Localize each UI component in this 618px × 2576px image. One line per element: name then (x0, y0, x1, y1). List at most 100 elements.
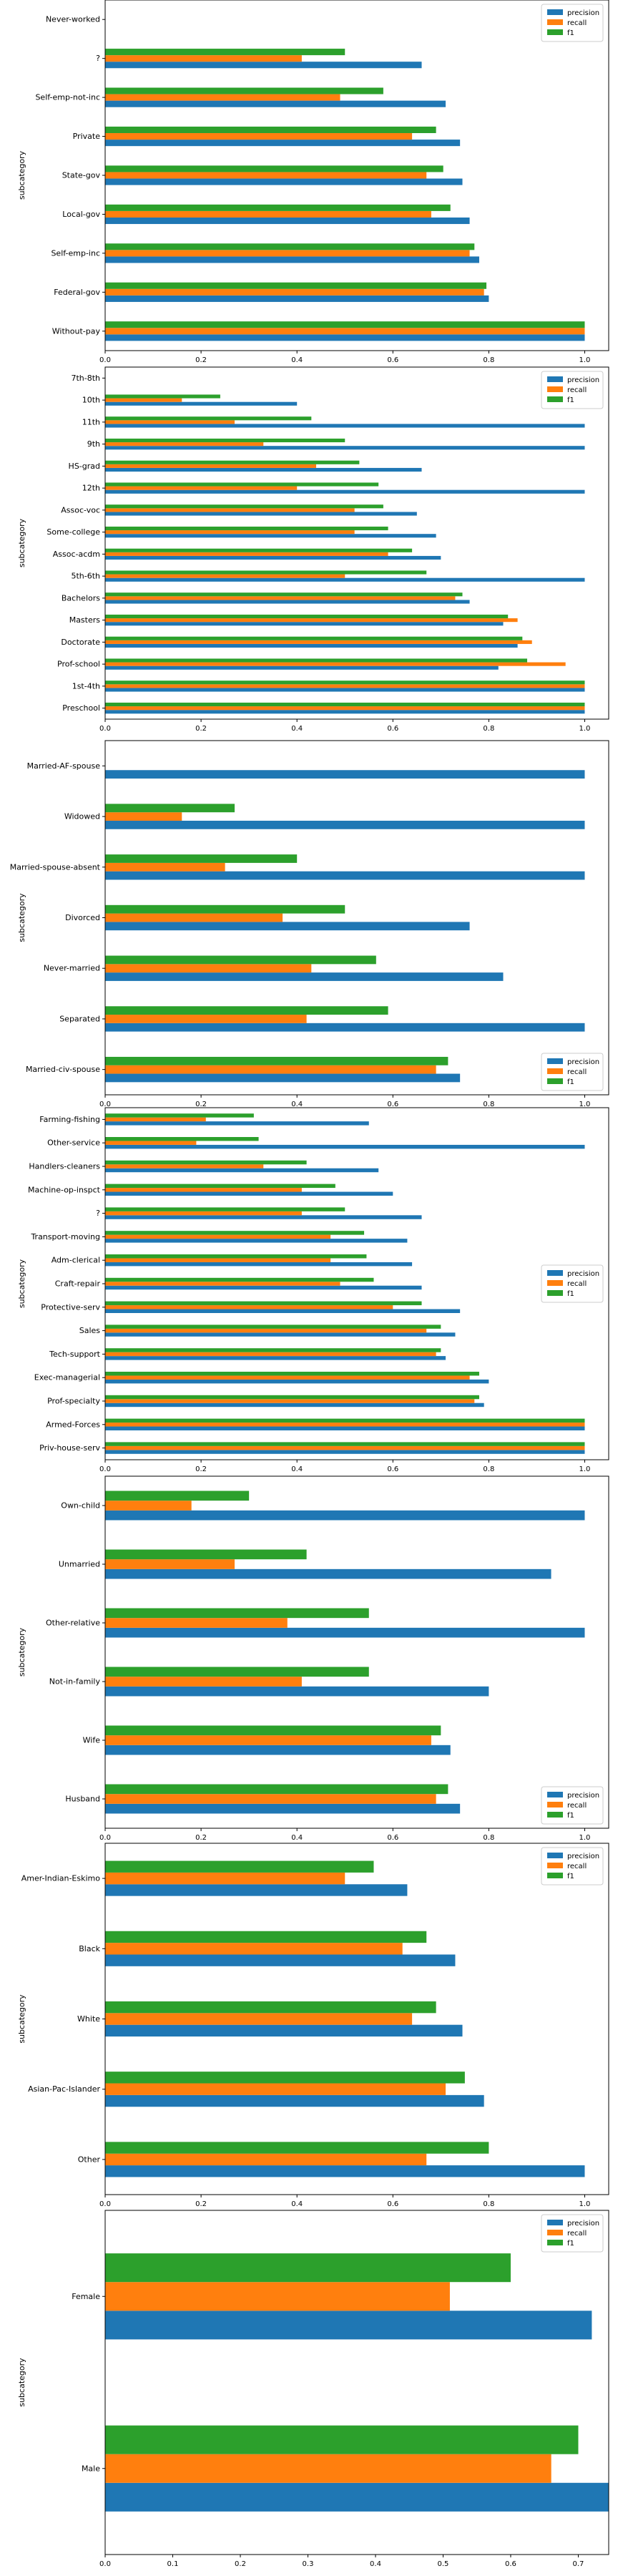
legend-label-f1: f1 (567, 1812, 574, 1820)
legend-label-precision: precision (567, 1853, 599, 1860)
bar-precision-Divorced (105, 922, 470, 931)
y-tick-label: 10th (82, 396, 100, 405)
bar-precision-Priv-house-serv (105, 1450, 585, 1454)
legend-swatch-f1 (547, 1290, 563, 1296)
x-tick-label: 0.2 (195, 1465, 207, 1473)
bar-recall-Other (105, 2153, 427, 2166)
bar-precision-Adm-clerical (105, 1262, 413, 1267)
bar-precision-Handlers-cleaners (105, 1168, 379, 1173)
legend-label-recall: recall (567, 2230, 587, 2238)
bar-f1-Preschool (105, 702, 585, 707)
legend-label-f1: f1 (567, 1290, 574, 1298)
x-tick-label: 0.4 (291, 725, 303, 733)
bar-recall-Wife (105, 1735, 431, 1745)
bar-f1-Self-emp-not-inc (105, 87, 383, 94)
x-tick-label: 0.6 (387, 725, 398, 733)
legend-label-precision: precision (567, 1792, 599, 1800)
bar-precision-Husband (105, 1803, 461, 1814)
bar-f1-Prof-specialty (105, 1395, 479, 1400)
bar-f1-12th (105, 482, 379, 487)
bar-f1-Sales (105, 1324, 441, 1329)
bar-f1-Wife (105, 1725, 441, 1736)
y-tick-label: Farming-fishing (39, 1115, 100, 1124)
bar-recall-Married-civ-spouse (105, 1065, 436, 1074)
bar-precision-Doctorate (105, 643, 518, 648)
bar-precision-Other (105, 2165, 585, 2177)
legend-swatch-precision (547, 376, 563, 382)
bar-f1-Married-civ-spouse (105, 1056, 448, 1065)
y-tick-label: 1st-4th (72, 681, 100, 691)
y-tick-label: Widowed (64, 812, 100, 821)
bar-f1-Male (105, 2425, 579, 2454)
bar-recall-Assoc-acdm (105, 552, 388, 556)
bar-recall-Asian-Pac-Islander (105, 2083, 446, 2095)
axes-frame (104, 740, 609, 1096)
bar-precision-Preschool (105, 710, 585, 714)
bar-recall-Other-service (105, 1141, 197, 1145)
y-tick-label: Male (82, 2464, 100, 2473)
bar-recall-Masters (105, 618, 518, 623)
bar-f1-Private (105, 126, 436, 134)
legend-label-f1: f1 (567, 1078, 574, 1086)
y-axis-title: subcategory (17, 150, 26, 200)
bar-f1-Without-pay (105, 321, 585, 328)
bar-precision-White (105, 2024, 463, 2037)
bar-precision-Other-service (105, 1144, 585, 1149)
bar-recall-Sales (105, 1328, 427, 1333)
x-tick-label: 0.4 (370, 2560, 381, 2568)
bar-recall-Own-child (105, 1501, 192, 1511)
y-tick-label: 5th-6th (71, 572, 100, 581)
bar-recall-Handlers-cleaners (105, 1164, 264, 1169)
y-axis-title: subcategory (17, 893, 26, 942)
legend-swatch-recall (547, 1863, 563, 1868)
bar-f1-Armed-Forces (105, 1418, 585, 1423)
y-tick-label: Tech-support (49, 1350, 101, 1359)
bar-precision-11th (105, 424, 585, 428)
bar-f1-Not-in-family (105, 1667, 369, 1677)
bar-recall-Armed-Forces (105, 1423, 585, 1427)
bar-recall-Not-in-family (105, 1677, 302, 1687)
y-tick-label: Unmarried (59, 1560, 100, 1569)
bar-recall-Widowed (105, 812, 182, 821)
y-tick-label: Own-child (61, 1501, 100, 1511)
legend: precision recall f1 (541, 371, 604, 409)
bar-f1-Female (105, 2253, 511, 2283)
x-tick-label: 0.0 (99, 1834, 111, 1842)
legend-label-recall: recall (567, 1863, 587, 1870)
bar-recall-Married-spouse-absent (105, 862, 225, 872)
y-tick-label: Prof-specialty (47, 1397, 100, 1406)
legend-swatch-recall (547, 1068, 563, 1074)
y-tick-label: Assoc-voc (61, 505, 100, 514)
chart-panel-3: Priv-house-serv Armed-Forces Prof-specialt… (17, 1107, 609, 1473)
x-tick-label: 0.6 (387, 1101, 398, 1108)
x-tick-label: 1.0 (579, 1834, 591, 1842)
y-tick-label: Doctorate (61, 638, 100, 647)
legend-swatch-recall (547, 1280, 563, 1286)
bar-precision-Assoc-voc (105, 512, 417, 516)
bar-precision-Unmarried (105, 1568, 551, 1579)
x-tick-label: 0.2 (195, 356, 207, 364)
bar-recall-Self-emp-inc (105, 250, 470, 257)
bar-precision-Farming-fishing (105, 1121, 369, 1126)
y-tick-label: Handlers-cleaners (29, 1162, 100, 1171)
x-tick-label: 0.8 (483, 1101, 494, 1108)
y-tick-label: Self-emp-inc (51, 248, 100, 258)
y-tick-label: Transport-moving (30, 1232, 100, 1241)
legend-label-recall: recall (567, 19, 587, 27)
bar-precision-Female (105, 2311, 592, 2340)
x-tick-label: 0.6 (387, 2200, 398, 2208)
bar-recall-Separated (105, 1015, 307, 1023)
x-tick-label: 0.7 (573, 2560, 584, 2568)
bar-precision-Male (105, 2482, 609, 2512)
y-tick-label: Prof-school (57, 660, 100, 669)
y-tick-label: Assoc-acdm (53, 550, 100, 559)
bar-recall-HS-grad (105, 464, 317, 468)
y-tick-label: Bachelors (62, 593, 100, 602)
legend-label-f1: f1 (567, 1873, 574, 1880)
y-tick-label: HS-grad (69, 462, 100, 471)
bar-recall-Some-college (105, 530, 355, 535)
bar-f1-Assoc-acdm (105, 548, 413, 552)
bar-f1-State-gov (105, 165, 443, 172)
bar-precision-Married-civ-spouse (105, 1073, 461, 1083)
bar-f1-White (105, 2001, 436, 2014)
